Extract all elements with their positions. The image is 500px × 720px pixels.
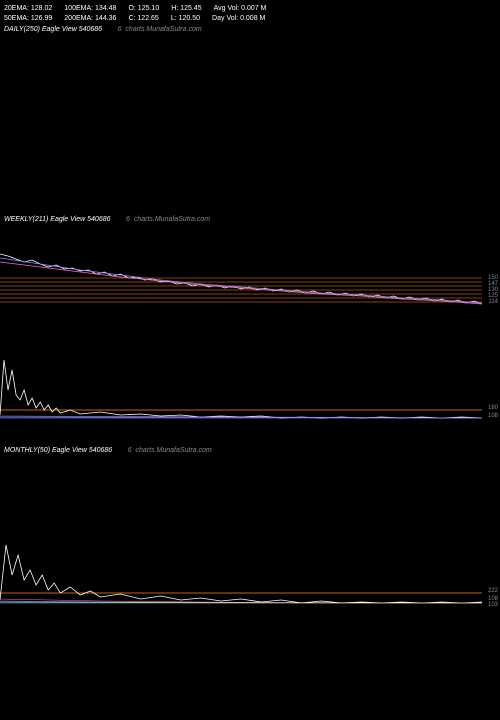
stat-100ema: 100EMA: 134.48 bbox=[64, 4, 116, 14]
chart-svg bbox=[0, 340, 500, 425]
stat-high: H: 125.45 bbox=[171, 4, 201, 14]
stat-20ema: 20EMA: 128.02 bbox=[4, 4, 52, 14]
stat-avgvol: Avg Vol: 0.007 M bbox=[214, 4, 267, 14]
axis-label: 114 bbox=[488, 299, 498, 305]
axis-label: 103 bbox=[488, 602, 498, 608]
stat-50ema: 50EMA: 126.99 bbox=[4, 14, 52, 24]
chart-svg bbox=[0, 475, 500, 615]
chart-panel-monthly[interactable]: MONTHLY(50) Eagle View 540686 6 charts.M… bbox=[0, 445, 500, 615]
stat-close: C: 122.65 bbox=[128, 14, 158, 24]
stat-open: O: 125.10 bbox=[128, 4, 159, 14]
stats-row-1: 20EMA: 128.02 100EMA: 134.48 O: 125.10 H… bbox=[4, 4, 496, 14]
axis-label: 108 bbox=[488, 413, 498, 419]
chart-panel-weekly[interactable]: WEEKLY(211) Eagle View 540686 6 charts.M… bbox=[0, 214, 500, 314]
stats-row-2: 50EMA: 126.99 200EMA: 144.36 C: 122.65 L… bbox=[4, 14, 496, 24]
axis-label: 222 bbox=[488, 588, 498, 594]
panel-title: DAILY(250) Eagle View 540686 6 charts.Mu… bbox=[4, 26, 202, 33]
stat-200ema: 200EMA: 144.36 bbox=[64, 14, 116, 24]
chart-panel-daily[interactable]: DAILY(250) Eagle View 540686 6 charts.Mu… bbox=[0, 24, 500, 214]
axis-label: 180 bbox=[488, 405, 498, 411]
panel-title: MONTHLY(50) Eagle View 540686 6 charts.M… bbox=[4, 447, 212, 454]
stat-low: L: 120.50 bbox=[171, 14, 200, 24]
chart-panel-weekly-vol[interactable]: 180108 bbox=[0, 330, 500, 425]
stat-dayvol: Day Vol: 0.008 M bbox=[212, 14, 265, 24]
chart-svg bbox=[0, 234, 500, 314]
stats-bar: 20EMA: 128.02 100EMA: 134.48 O: 125.10 H… bbox=[4, 4, 496, 24]
panel-title: WEEKLY(211) Eagle View 540686 6 charts.M… bbox=[4, 216, 210, 223]
